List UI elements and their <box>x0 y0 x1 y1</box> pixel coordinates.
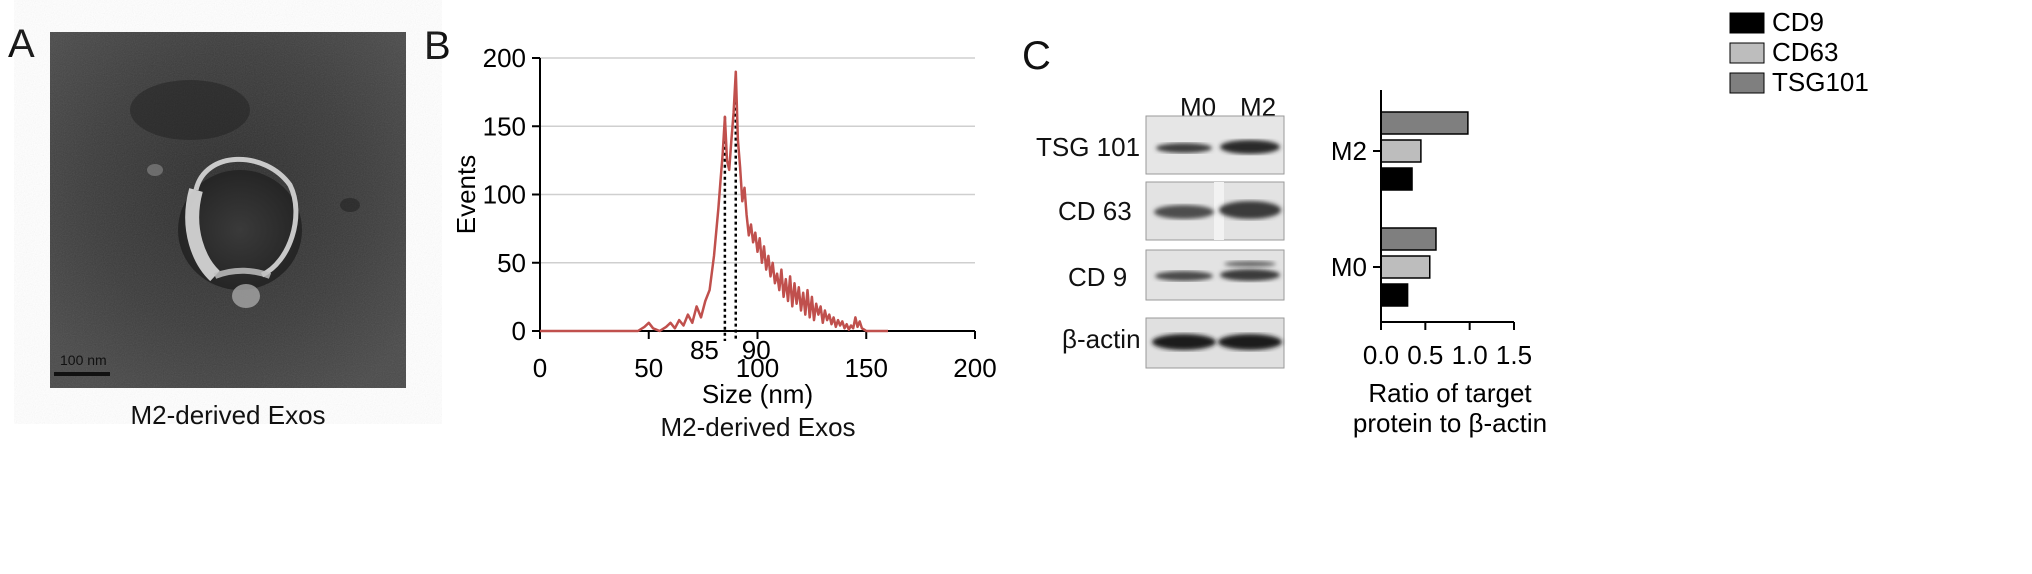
series-line <box>540 70 888 333</box>
panel-a-caption: M2-derived Exos <box>130 400 326 430</box>
legend-swatch <box>1729 72 1765 94</box>
blot-row-tsg101: TSG 101 <box>1036 132 1141 162</box>
x-axis-label: Size (nm) <box>702 379 813 409</box>
category-label: M2 <box>1331 136 1367 166</box>
panel-a-letter: A <box>8 22 35 66</box>
x-tick-label: 150 <box>845 353 888 383</box>
y-tick-label: 100 <box>483 180 526 210</box>
legend-swatch <box>1729 12 1765 34</box>
bar-tsg101-m0 <box>1380 227 1437 251</box>
panel-c-letter: C <box>1022 34 1051 78</box>
bar-cd63-m0 <box>1380 255 1431 279</box>
x-axis-label-line2: protein to β-actin <box>1353 408 1547 438</box>
bar-cd9-m0 <box>1380 283 1409 307</box>
category-label: M0 <box>1331 252 1367 282</box>
y-tick-label: 200 <box>483 43 526 73</box>
panel-b-caption: M2-derived Exos <box>660 412 856 442</box>
blot-row-beta-actin: β-actin <box>1062 324 1141 354</box>
y-tick-label: 150 <box>483 111 526 141</box>
legend-label: TSG101 <box>1772 67 1869 97</box>
scale-bar-label: 100 nm <box>60 352 107 368</box>
x-tick-label: 1.5 <box>1496 340 1532 370</box>
blot-row-cd63: CD 63 <box>1058 196 1132 226</box>
bar-cd9-m2 <box>1380 167 1413 191</box>
legend-label: CD9 <box>1772 7 1824 37</box>
panel-b-letter: B <box>424 24 451 68</box>
x-tick-label: 50 <box>634 353 663 383</box>
x-tick-label: 200 <box>953 353 996 383</box>
y-tick-label: 50 <box>497 248 526 278</box>
x-tick-label: 1.0 <box>1452 340 1488 370</box>
peak-label: 85 <box>690 335 719 365</box>
y-tick-label: 0 <box>512 316 526 346</box>
x-tick-label: 0 <box>533 353 547 383</box>
bar-cd63-m2 <box>1380 139 1422 163</box>
x-tick-label: 0.5 <box>1407 340 1443 370</box>
x-tick-label: 100 <box>736 353 779 383</box>
x-tick-label: 0.0 <box>1363 340 1399 370</box>
blot-row-cd9: CD 9 <box>1068 262 1128 292</box>
y-axis-label: Events <box>451 155 481 235</box>
peak-label: 90 <box>742 335 771 365</box>
bar-tsg101-m2 <box>1380 111 1469 135</box>
x-axis-label-line1: Ratio of target <box>1368 378 1532 408</box>
legend-swatch <box>1729 42 1765 64</box>
legend-label: CD63 <box>1772 37 1838 67</box>
